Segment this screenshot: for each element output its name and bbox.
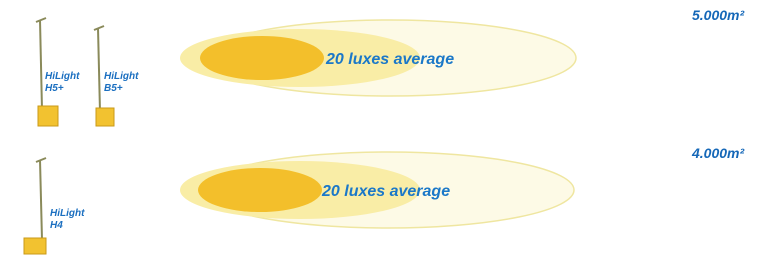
area-label: 4.000m² — [691, 145, 744, 161]
area-label: 5.000m² — [692, 7, 744, 23]
tower-model: H5+ — [45, 83, 64, 94]
tower-brand: HiLight — [104, 71, 139, 82]
tower-model: B5+ — [104, 83, 123, 94]
light-tower — [24, 158, 46, 254]
lux-label: 20 luxes average — [325, 51, 454, 68]
tower-brand: HiLight — [45, 71, 80, 82]
tower-brand: HiLight — [50, 208, 85, 219]
diagram: 20 luxes average 5.000m² HiLight H5+ HiL… — [0, 0, 768, 259]
tower-model: H4 — [50, 220, 63, 231]
lux-label: 20 luxes average — [321, 183, 450, 200]
